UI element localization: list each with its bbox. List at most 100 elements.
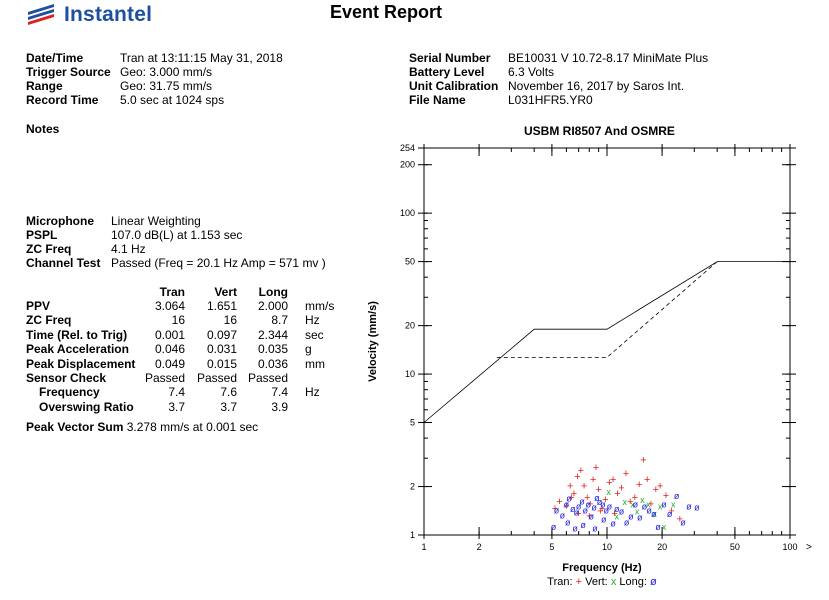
- long-point: ø: [667, 509, 673, 519]
- mic-value: Linear Weighting: [111, 214, 201, 228]
- cell-tran: 0.049: [154, 356, 185, 371]
- info-value: BE10031 V 10.72-8.17 MiniMate Plus: [508, 51, 709, 65]
- mic-value: 107.0 dB(L) at 1.153 sec: [111, 228, 243, 242]
- row-label: ZC Freq: [26, 313, 72, 328]
- tran-point: +: [648, 498, 654, 510]
- x-tick-label: 20: [657, 542, 667, 552]
- long-point: ø: [680, 517, 686, 527]
- long-point: ø: [642, 502, 648, 512]
- long-point: ø: [572, 523, 578, 533]
- instantel-logo-icon: [26, 3, 58, 27]
- cell-unit: g: [305, 342, 312, 357]
- info-label: Range: [26, 79, 63, 93]
- cell-long: Passed: [247, 371, 288, 385]
- x-axis-arrow: >: [806, 542, 812, 553]
- tran-point: +: [644, 474, 650, 486]
- long-point: ø: [582, 505, 588, 515]
- legend-glyph: x: [611, 576, 617, 588]
- info-value: Tran at 13:11:15 May 31, 2018: [120, 51, 283, 65]
- x-tick-label: 100: [782, 542, 797, 552]
- cell-tran: 3.7: [168, 399, 185, 414]
- tran-point: +: [657, 481, 663, 493]
- long-point: ø: [597, 497, 603, 507]
- x-tick-label: 1: [421, 542, 426, 552]
- cell-vert: 1.651: [206, 299, 237, 313]
- tran-point: +: [627, 496, 633, 508]
- tran-point: +: [606, 477, 612, 489]
- vert-point: x: [662, 522, 667, 532]
- info-value: 5.0 sec at 1024 sps: [120, 93, 225, 107]
- long-point: ø: [601, 514, 607, 524]
- long-point: ø: [594, 493, 600, 503]
- info-label: Date/Time: [26, 51, 84, 65]
- tran-point: +: [636, 479, 642, 491]
- notes-label: Notes: [26, 122, 60, 136]
- cell-vert: 16: [223, 313, 237, 328]
- long-point: ø: [570, 504, 576, 514]
- cell-unit: Hz: [305, 385, 320, 400]
- cell-tran: 16: [171, 313, 185, 328]
- tran-point: +: [568, 492, 574, 504]
- info-value: 6.3 Volts: [508, 65, 555, 79]
- vert-point: x: [622, 497, 627, 507]
- cell-tran: 3.064: [154, 299, 185, 313]
- tran-point: +: [677, 513, 683, 525]
- y-tick-label: 10: [405, 369, 415, 379]
- vert-point: x: [630, 499, 635, 509]
- x-tick-label: 10: [602, 542, 612, 552]
- tran-point: +: [593, 462, 599, 474]
- mic-label: Microphone: [26, 214, 94, 228]
- mic-value: 4.1 Hz: [111, 242, 146, 256]
- long-point: ø: [565, 517, 571, 527]
- long-point: ø: [655, 522, 661, 532]
- mic-value: Passed (Freq = 20.1 Hz Amp = 571 mv ): [111, 256, 326, 270]
- long-point: ø: [579, 496, 585, 506]
- long-point: ø: [624, 517, 630, 527]
- tran-point: +: [563, 501, 569, 513]
- tran-point: +: [640, 455, 646, 467]
- instantel-logo: Instantel: [26, 3, 152, 27]
- tran-point: +: [552, 503, 558, 515]
- long-point: ø: [588, 512, 594, 522]
- cell-vert: 7.6: [220, 385, 237, 400]
- tran-point: +: [597, 505, 603, 517]
- vert-point: x: [606, 487, 611, 497]
- cell-vert: 3.7: [220, 399, 237, 414]
- legend-glyph: +: [576, 576, 582, 588]
- tran-point: +: [595, 484, 601, 496]
- long-point: ø: [586, 499, 592, 509]
- cell-tran: 7.4: [168, 385, 185, 400]
- info-value: L031HFR5.YR0: [508, 93, 593, 107]
- cell-long: 2.344: [257, 327, 288, 342]
- info-value: Geo: 3.000 mm/s: [120, 65, 213, 79]
- tran-point: +: [610, 474, 616, 486]
- long-point: ø: [564, 499, 570, 509]
- pvs-value: 3.278 mm/s at 0.001 sec: [126, 420, 259, 434]
- vert-point: x: [614, 512, 619, 522]
- long-point: ø: [646, 505, 652, 515]
- cell-unit: mm: [305, 356, 325, 371]
- pvs-label: Peak Vector Sum: [26, 420, 124, 434]
- y-tick-label: 200: [400, 160, 415, 170]
- row-label: Time (Rel. to Trig): [26, 327, 128, 342]
- cell-unit: mm/s: [305, 299, 335, 313]
- long-point: ø: [607, 502, 613, 512]
- legend-glyph: ø: [650, 576, 657, 588]
- x-tick-label: 50: [730, 542, 740, 552]
- peak-vector-sum: Peak Vector Sum 3.278 mm/s at 0.001 sec: [26, 420, 258, 434]
- tran-point: +: [602, 494, 608, 506]
- row-label: Overswing Ratio: [39, 399, 134, 414]
- brand-name: Instantel: [64, 3, 153, 26]
- x-tick-label: 2: [477, 542, 482, 552]
- row-label: Sensor Check: [26, 371, 107, 385]
- long-point: ø: [551, 522, 557, 532]
- legend-label: Long:: [616, 576, 650, 588]
- x-tick-label: 5: [549, 542, 554, 552]
- mic-label: ZC Freq: [26, 242, 72, 256]
- cell-long: 2.000: [257, 299, 288, 313]
- cell-unit: Hz: [305, 313, 320, 328]
- info-label: Battery Level: [409, 65, 485, 79]
- info-label: Serial Number: [409, 51, 491, 65]
- col-header-long: Long: [258, 285, 288, 299]
- long-point: ø: [686, 502, 692, 512]
